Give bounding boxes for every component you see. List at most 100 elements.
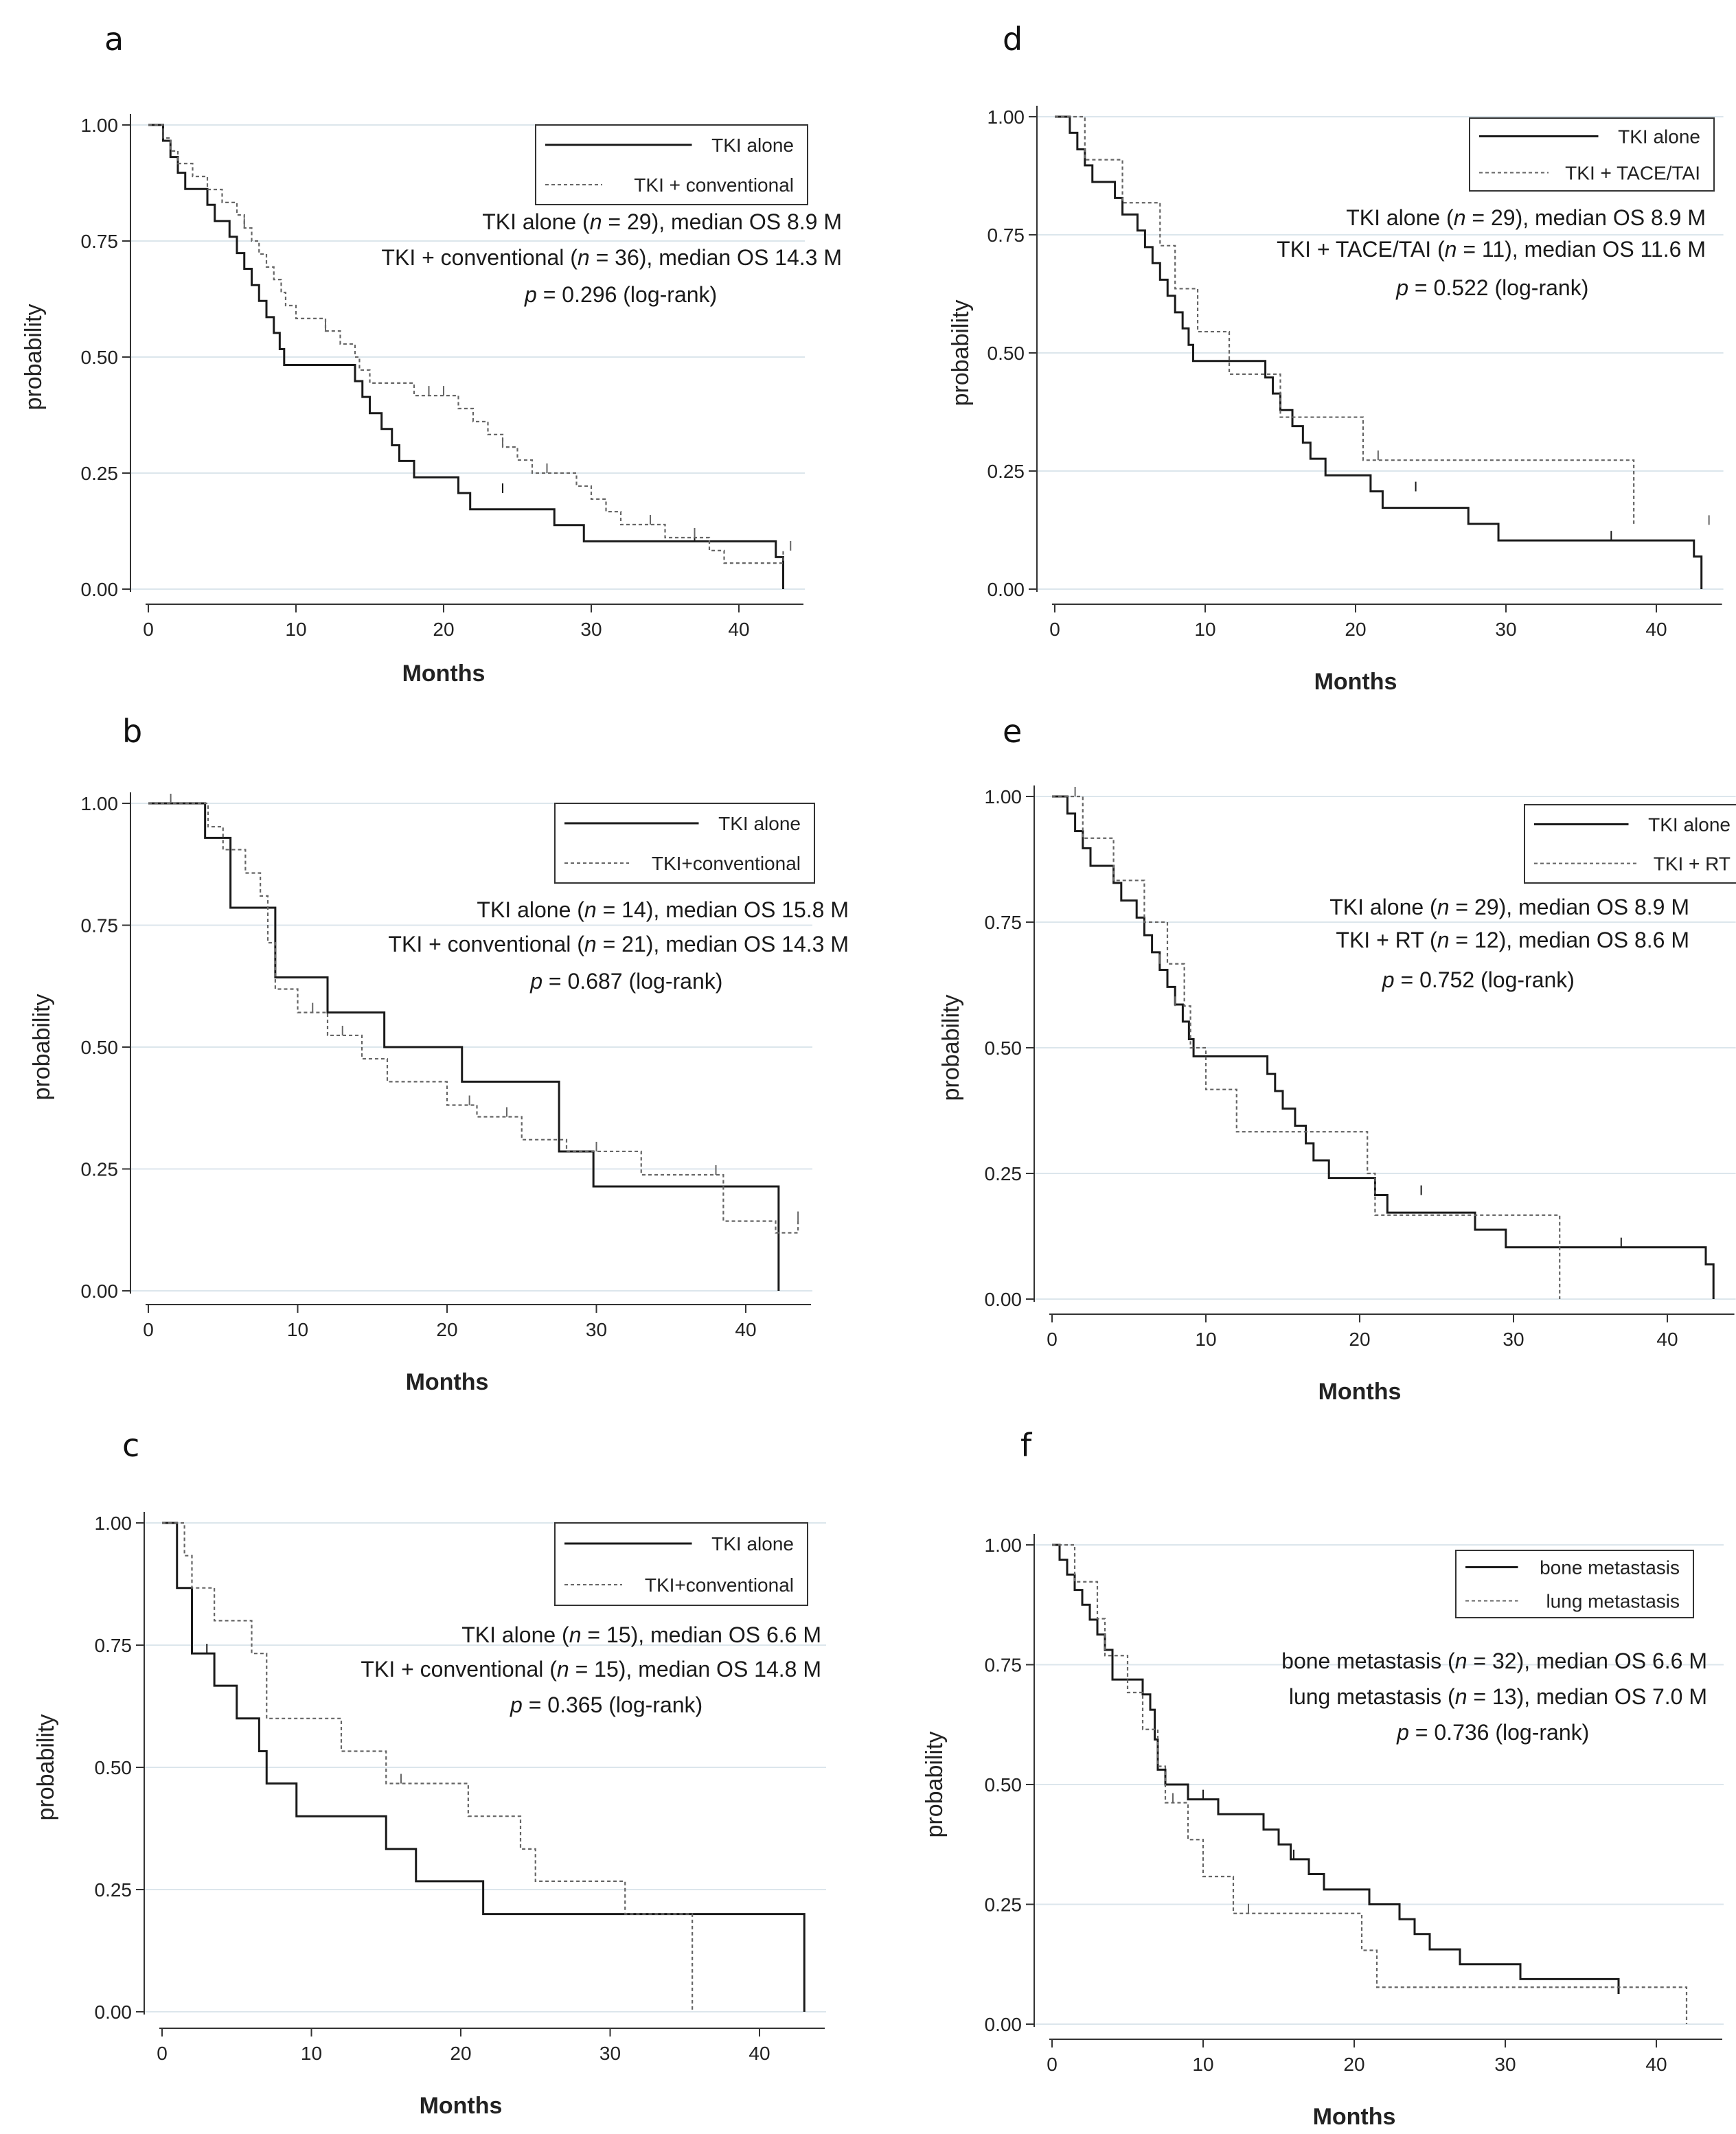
panel-letter-b: b	[122, 713, 143, 750]
x-tick-label-f-3: 30	[1494, 2054, 1516, 2075]
x-axis-title-e: Months	[1318, 1379, 1402, 1405]
x-tick-label-f-0: 0	[1047, 2054, 1058, 2075]
x-tick-label-a-1: 10	[285, 619, 306, 640]
y-tick-label-f-2: 0.50	[985, 1774, 1023, 1795]
x-tick-label-e-4: 40	[1656, 1329, 1678, 1350]
annotation-line2-d: TKI + TACE/TAI (n = 11), median OS 11.6 …	[1277, 237, 1706, 262]
y-tick-label-c-4: 1.00	[95, 1513, 133, 1534]
legend-label-a-1: TKI + conventional	[634, 174, 794, 196]
series-e-dotted	[1052, 795, 1561, 1299]
legend-label-c-1: TKI+conventional	[645, 1574, 794, 1596]
series-d-dotted	[1055, 115, 1635, 525]
y-tick-label-b-1: 0.25	[81, 1159, 119, 1180]
y-tick-label-e-0: 0.00	[985, 1289, 1023, 1310]
y-tick-label-c-0: 0.00	[95, 2001, 133, 2023]
x-axis-title-d: Months	[1314, 669, 1397, 695]
x-tick-label-e-0: 0	[1047, 1329, 1058, 1350]
y-axis-title-f: probability	[922, 1732, 948, 1838]
series-c-dotted	[162, 1522, 694, 2012]
y-tick-label-d-4: 1.00	[987, 106, 1025, 128]
y-tick-label-c-1: 0.25	[95, 1879, 133, 1901]
legend-label-f-0: bone metastasis	[1540, 1557, 1680, 1579]
x-axis-title-f: Months	[1313, 2104, 1396, 2130]
y-tick-label-e-3: 0.75	[985, 912, 1023, 933]
x-tick-label-b-0: 0	[143, 1319, 154, 1340]
y-tick-label-d-3: 0.75	[987, 225, 1025, 246]
y-tick-label-a-1: 0.25	[81, 463, 119, 484]
legend-label-e-1: TKI + RT	[1654, 853, 1731, 875]
x-tick-label-a-4: 40	[728, 619, 749, 640]
y-tick-label-f-1: 0.25	[985, 1894, 1023, 1916]
y-tick-label-a-3: 0.75	[81, 231, 119, 252]
legend-label-d-1: TKI + TACE/TAI	[1565, 163, 1700, 184]
y-tick-label-d-0: 0.00	[987, 579, 1025, 600]
y-tick-label-b-4: 1.00	[81, 793, 119, 814]
legend-box-f	[1455, 1550, 1694, 1618]
y-tick-label-f-3: 0.75	[985, 1655, 1023, 1676]
x-tick-label-c-1: 10	[301, 2043, 322, 2064]
annotation-line2-f: lung metastasis (n = 13), median OS 7.0 …	[1289, 1684, 1707, 1709]
x-tick-label-d-2: 20	[1345, 619, 1366, 640]
annotation-line2-c: TKI + conventional (n = 15), median OS 1…	[361, 1657, 821, 1682]
annotation-pvalue-d: p = 0.522 (log-rank)	[1395, 275, 1588, 300]
annotation-line1-d: TKI alone (n = 29), median OS 8.9 M	[1346, 205, 1706, 230]
y-tick-label-c-3: 0.75	[95, 1635, 133, 1656]
y-tick-label-a-4: 1.00	[81, 115, 119, 136]
x-tick-label-b-2: 20	[436, 1319, 457, 1340]
y-tick-label-e-1: 0.25	[985, 1163, 1023, 1184]
x-tick-label-d-1: 10	[1194, 619, 1215, 640]
x-tick-label-a-3: 30	[580, 619, 602, 640]
legend-box-c	[554, 1522, 808, 1606]
y-tick-label-d-2: 0.50	[987, 343, 1025, 364]
x-tick-label-e-3: 30	[1503, 1329, 1524, 1350]
annotation-line1-e: TKI alone (n = 29), median OS 8.9 M	[1329, 895, 1689, 919]
y-tick-label-e-4: 1.00	[985, 786, 1023, 807]
y-tick-label-f-0: 0.00	[985, 2014, 1023, 2035]
y-axis-title-b: probability	[29, 994, 55, 1101]
annotation-line1-b: TKI alone (n = 14), median OS 15.8 M	[477, 897, 849, 922]
y-tick-label-f-4: 1.00	[985, 1535, 1023, 1556]
x-tick-label-c-4: 40	[749, 2043, 770, 2064]
x-axis-title-a: Months	[402, 661, 486, 687]
x-tick-label-e-1: 10	[1195, 1329, 1216, 1350]
x-tick-label-b-3: 30	[586, 1319, 607, 1340]
y-tick-label-e-2: 0.50	[985, 1037, 1023, 1059]
series-a-dotted	[148, 124, 784, 564]
x-tick-label-f-4: 40	[1645, 2054, 1667, 2075]
y-axis-title-e: probability	[938, 995, 964, 1101]
series-d-solid	[1055, 115, 1703, 589]
y-tick-label-c-2: 0.50	[95, 1757, 133, 1778]
y-tick-label-b-0: 0.00	[81, 1281, 119, 1302]
series-a-solid	[148, 124, 784, 589]
legend-box-d	[1469, 117, 1715, 192]
x-axis-title-b: Months	[406, 1369, 489, 1395]
y-tick-label-a-2: 0.50	[81, 347, 119, 368]
annotation-pvalue-c: p = 0.365 (log-rank)	[510, 1693, 703, 1717]
annotation-line2-b: TKI + conventional (n = 21), median OS 1…	[388, 932, 849, 956]
x-tick-label-c-3: 30	[599, 2043, 621, 2064]
annotation-line2-e: TKI + RT (n = 12), median OS 8.6 M	[1336, 928, 1689, 952]
panel-letter-d: d	[1003, 21, 1023, 58]
legend-label-f-1: lung metastasis	[1546, 1591, 1680, 1612]
annotation-pvalue-f: p = 0.736 (log-rank)	[1396, 1720, 1589, 1745]
x-tick-label-a-0: 0	[143, 619, 154, 640]
y-tick-label-b-3: 0.75	[81, 915, 119, 937]
panel-letter-a: a	[104, 21, 124, 58]
legend-label-c-0: TKI alone	[711, 1533, 794, 1554]
x-tick-label-c-0: 0	[157, 2043, 168, 2064]
x-tick-label-e-2: 20	[1349, 1329, 1370, 1350]
series-f-dotted	[1052, 1544, 1688, 2024]
legend-label-e-0: TKI alone	[1648, 814, 1731, 836]
series-f-solid	[1052, 1544, 1620, 1995]
y-tick-label-d-1: 0.25	[987, 461, 1025, 482]
x-tick-label-d-0: 0	[1049, 619, 1060, 640]
annotation-pvalue-a: p = 0.296 (log-rank)	[524, 282, 717, 307]
panel-letter-c: c	[122, 1427, 140, 1464]
y-tick-label-a-0: 0.00	[81, 579, 119, 600]
annotation-line2-a: TKI + conventional (n = 36), median OS 1…	[381, 245, 842, 270]
legend-label-b-1: TKI+conventional	[652, 853, 801, 874]
series-c-solid	[162, 1522, 806, 2012]
x-tick-label-f-1: 10	[1192, 2054, 1213, 2075]
